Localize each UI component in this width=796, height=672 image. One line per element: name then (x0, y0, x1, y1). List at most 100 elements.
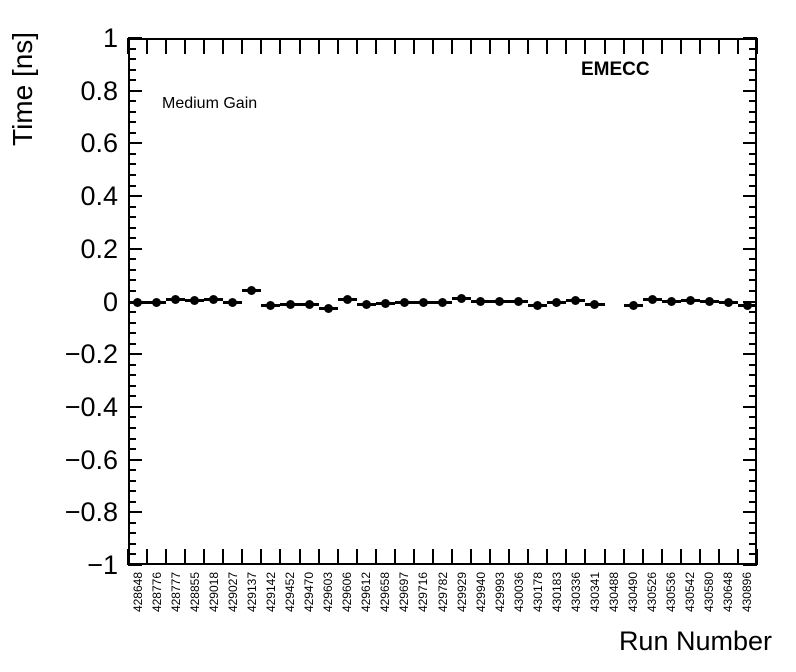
x-axis-tick-top (412, 38, 415, 54)
data-point (457, 294, 467, 304)
data-point (380, 298, 390, 308)
x-axis-tick (679, 549, 682, 565)
y-axis-minor-tick-right (749, 163, 757, 166)
x-axis-tick-top (431, 38, 434, 54)
x-axis-tick-top (374, 38, 377, 54)
x-tick-label: 429018 (206, 572, 221, 613)
x-axis-tick (756, 549, 758, 565)
y-axis-minor-tick (128, 237, 136, 240)
x-axis-tick (374, 549, 377, 565)
y-axis-minor-tick (128, 131, 136, 134)
y-axis-minor-tick-right (749, 374, 757, 377)
x-axis-tick-top (756, 38, 758, 54)
y-axis-minor-tick-right (749, 395, 757, 398)
data-point (628, 300, 638, 310)
y-axis-minor-tick-right (749, 416, 757, 419)
y-axis-minor-tick (128, 311, 136, 314)
x-axis-tick-top (527, 38, 530, 54)
y-axis-major-tick (128, 195, 142, 198)
data-point (723, 297, 733, 307)
x-axis-tick-top (222, 38, 225, 54)
y-axis-major-tick-right (743, 405, 757, 408)
x-tick-label: 430341 (587, 572, 602, 613)
x-tick-label: 429452 (283, 572, 297, 613)
y-axis-minor-tick (128, 521, 136, 524)
y-tick-label: 1 (102, 23, 118, 53)
y-axis-minor-tick (128, 289, 136, 292)
x-axis-tick-top (336, 38, 339, 54)
x-axis-tick (127, 549, 129, 565)
y-axis-minor-tick-right (749, 47, 757, 50)
x-axis-tick-top (260, 38, 263, 54)
x-tick-label: 428776 (149, 572, 164, 613)
y-axis-minor-tick (128, 416, 136, 419)
y-axis-minor-tick-right (749, 121, 757, 124)
x-axis-tick (641, 549, 644, 565)
y-axis-minor-tick-right (749, 321, 757, 324)
x-tick-label: 429658 (378, 572, 393, 613)
x-axis-tick-top (298, 38, 301, 54)
data-point (323, 304, 333, 314)
x-tick-label: 430036 (511, 572, 526, 613)
x-tick-label: 429470 (302, 572, 317, 613)
x-tick-label: 430488 (607, 572, 622, 613)
y-axis-major-tick-right (743, 564, 757, 566)
x-axis-tick-top (393, 38, 396, 54)
y-axis-minor-tick-right (749, 542, 757, 545)
y-axis-minor-tick-right (749, 184, 757, 187)
y-axis-major-tick-right (743, 195, 757, 198)
y-axis-minor-tick-right (749, 289, 757, 292)
x-axis-tick-top (603, 38, 606, 54)
x-tick-label: 430580 (702, 572, 717, 613)
y-axis-minor-tick-right (749, 384, 757, 387)
x-axis-tick (260, 549, 263, 565)
y-axis-minor-tick (128, 100, 136, 103)
x-tick-label: 429697 (397, 572, 412, 613)
y-axis-minor-tick (128, 58, 136, 61)
data-point (190, 296, 200, 306)
x-axis-tick-top (546, 38, 549, 54)
y-axis-minor-tick (128, 268, 136, 271)
data-point (647, 295, 657, 305)
y-axis-minor-tick (128, 258, 136, 261)
x-axis-title: Run Number (618, 626, 772, 656)
x-axis-tick-top (241, 38, 244, 54)
y-axis-minor-tick (128, 279, 136, 282)
x-axis-tick (222, 549, 225, 565)
x-axis-tick (603, 549, 606, 565)
y-axis-minor-tick-right (749, 131, 757, 134)
x-axis-tick (527, 549, 530, 565)
x-axis-tick (165, 549, 168, 565)
x-axis-tick-top (451, 38, 454, 54)
x-axis-tick (279, 549, 282, 565)
data-point (552, 298, 562, 308)
y-axis-minor-tick-right (749, 100, 757, 103)
y-tick-label: 0.6 (80, 128, 118, 159)
x-axis-tick-top (489, 38, 492, 54)
y-axis-minor-tick-right (749, 268, 757, 271)
x-tick-label: 430490 (626, 572, 641, 613)
x-axis-tick (698, 549, 701, 565)
x-axis-tick (489, 549, 492, 565)
x-tick-label: 430648 (721, 572, 736, 613)
y-axis-minor-tick (128, 395, 136, 398)
data-point (495, 297, 505, 307)
x-axis-tick (355, 549, 358, 565)
data-point (666, 297, 676, 306)
x-tick-label: 430526 (645, 572, 660, 613)
y-axis-minor-tick (128, 332, 136, 335)
data-point (342, 294, 352, 304)
y-axis-minor-tick-right (749, 152, 757, 155)
y-axis-major-tick (128, 89, 142, 92)
y-axis-minor-tick (128, 121, 136, 124)
y-tick-label: 0.4 (80, 181, 118, 212)
y-axis-minor-tick (128, 437, 136, 440)
y-axis-minor-tick (128, 79, 136, 82)
y-axis-minor-tick (128, 68, 136, 71)
y-tick-label: −0.6 (64, 444, 118, 475)
x-tick-label: 429993 (492, 572, 507, 613)
y-axis-minor-tick-right (749, 279, 757, 282)
data-point (438, 298, 447, 308)
y-axis-minor-tick (128, 163, 136, 166)
y-axis-minor-tick (128, 553, 136, 556)
